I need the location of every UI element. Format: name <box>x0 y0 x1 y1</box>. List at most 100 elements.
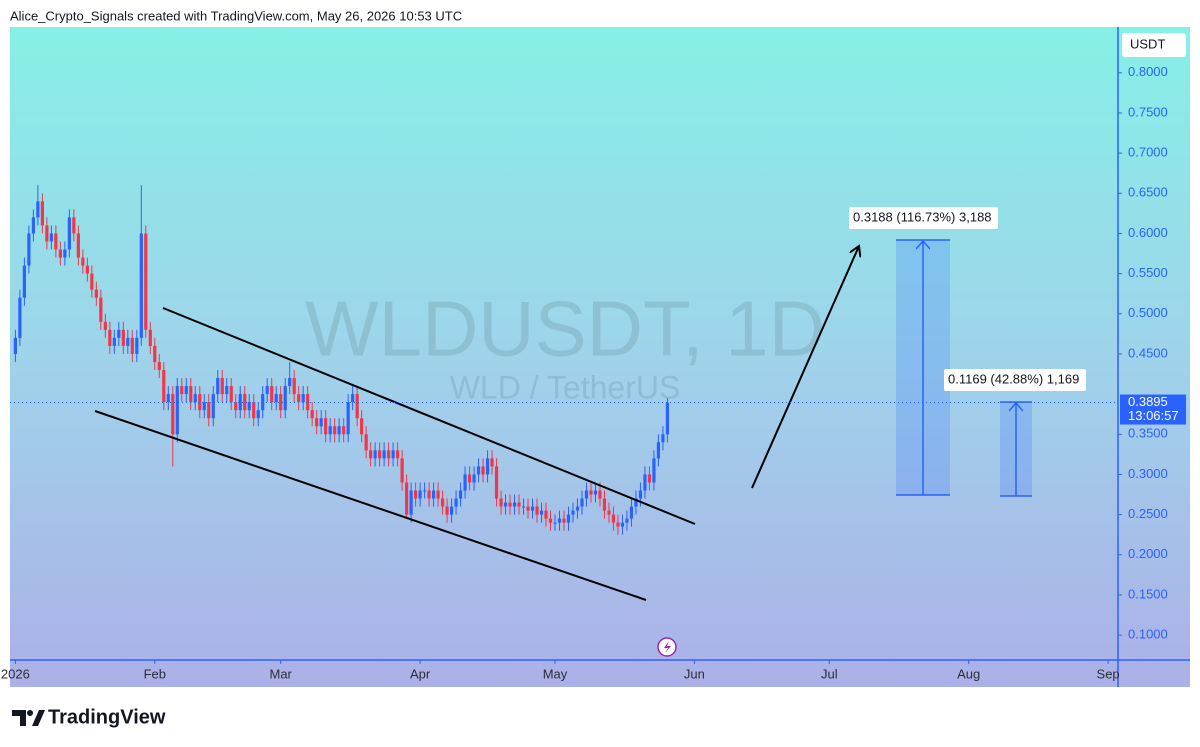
candle-body <box>414 490 418 499</box>
candle-body <box>207 402 211 419</box>
candle-body <box>130 337 134 354</box>
y-tick-label: 0.6000 <box>1128 225 1168 240</box>
candle-body <box>405 482 409 515</box>
y-tick-label: 0.1500 <box>1128 586 1168 601</box>
candle-body <box>211 394 215 419</box>
candle-body <box>436 490 440 499</box>
candle-body <box>49 233 53 242</box>
candle-body <box>112 337 116 346</box>
y-tick-label: 0.3000 <box>1128 466 1168 481</box>
annotation-box <box>944 369 1086 391</box>
candle-body <box>292 378 296 395</box>
candle-body <box>521 506 526 508</box>
candle-body <box>373 450 377 459</box>
plot-area <box>13 185 670 535</box>
x-tick-label: Jun <box>684 666 705 681</box>
brand-logo <box>12 710 45 726</box>
candle-body <box>562 518 566 523</box>
candle-body <box>445 506 449 515</box>
candle-body <box>593 490 598 495</box>
last-price-label: 0.3895 <box>1128 394 1168 409</box>
candle-body <box>503 502 508 507</box>
candle-body <box>598 490 602 499</box>
candle-body <box>440 498 445 507</box>
candle-body <box>508 502 512 507</box>
candle-body <box>355 394 359 419</box>
candle-body <box>566 514 571 523</box>
candle-body <box>535 506 539 515</box>
candle-body <box>629 506 634 519</box>
currency-box[interactable] <box>1122 33 1186 57</box>
y-tick-label: 0.4500 <box>1128 345 1168 360</box>
countdown: 13:06:57 <box>1128 408 1179 423</box>
candle-body <box>99 297 103 322</box>
last-price-tag <box>1120 394 1186 425</box>
candle-body <box>364 434 368 451</box>
candle-body <box>193 394 197 403</box>
candle-body <box>346 402 350 435</box>
y-tick-label: 0.5000 <box>1128 305 1168 320</box>
candle-body <box>135 337 139 354</box>
candle-body <box>530 506 535 511</box>
candle-body <box>382 450 386 459</box>
candle-body <box>144 233 148 330</box>
candle-body <box>90 273 94 290</box>
candle-body <box>494 466 499 499</box>
candle-body <box>247 402 251 411</box>
candle-body <box>656 442 661 459</box>
candle-body <box>121 329 125 346</box>
candle-body <box>337 426 341 435</box>
candle-body <box>616 522 620 527</box>
candle-body <box>454 498 458 507</box>
candle-body <box>265 386 269 395</box>
y-tick-label: 0.1000 <box>1128 627 1168 642</box>
candle-body <box>238 394 242 411</box>
header: Alice_Crypto_Signals created with Tradin… <box>10 8 462 23</box>
candle-body <box>611 514 616 523</box>
candle-body <box>243 394 247 411</box>
candle-body <box>324 418 328 435</box>
x-tick-label: May <box>543 666 568 681</box>
candle-body <box>647 474 652 483</box>
candle-body <box>76 233 80 258</box>
projection-arrow <box>751 246 859 489</box>
candle-body <box>126 337 130 346</box>
candle-body <box>458 490 463 499</box>
candle-body <box>297 394 301 403</box>
candle-body <box>256 410 260 419</box>
candle-body <box>274 394 278 403</box>
y-tick-label: 0.6500 <box>1128 185 1168 200</box>
candle-body <box>526 506 530 511</box>
candle-body <box>517 502 521 507</box>
candle-body <box>31 217 35 234</box>
candle-body <box>351 394 355 403</box>
candle-body <box>342 426 346 435</box>
candle-body <box>575 506 580 511</box>
x-tick-label: Feb <box>144 666 166 681</box>
candle-body <box>220 378 224 395</box>
candle-body <box>270 386 274 403</box>
candle-body <box>369 450 373 459</box>
chart-background <box>10 27 1190 687</box>
candle-body <box>391 450 395 459</box>
candle-body <box>396 450 400 459</box>
candle-body <box>548 518 553 523</box>
candle-body <box>40 201 44 226</box>
candle-body <box>189 386 193 403</box>
candle-body <box>333 426 337 435</box>
candle-body <box>13 337 17 354</box>
candle-body <box>665 402 670 435</box>
annotation-box <box>849 207 998 229</box>
currency: USDT <box>1130 36 1165 51</box>
candle-body <box>589 490 593 495</box>
candle-body <box>431 490 436 499</box>
candle-body <box>153 345 157 362</box>
candle-body <box>202 402 206 411</box>
candle-body <box>148 329 152 346</box>
candle-body <box>463 474 467 491</box>
candle-body <box>467 474 472 483</box>
candle-body <box>423 490 427 492</box>
candle-body <box>476 466 481 475</box>
candle-body <box>175 386 179 435</box>
